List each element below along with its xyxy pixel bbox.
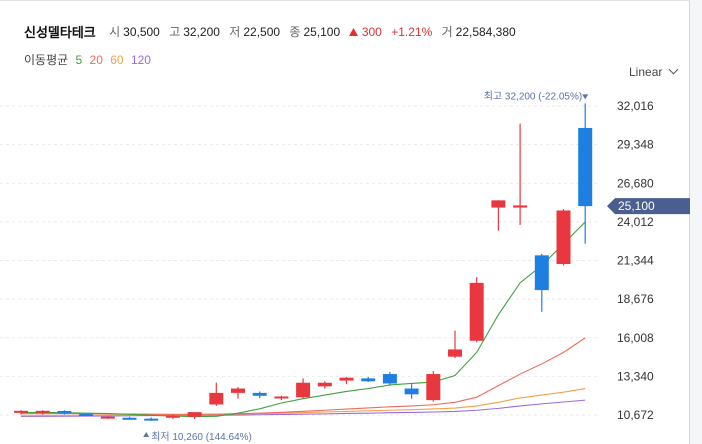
candle-body [122,417,137,420]
candle-body [79,414,94,417]
current-price-label: 25,100 [618,199,655,213]
candle-body [491,200,506,208]
candle-body [209,392,224,405]
ma-period-120: 120 [130,53,151,67]
high-annotation: 최고 32,200 (-22.05%) [484,90,582,102]
candle-body [578,127,593,207]
candle-body [556,210,571,265]
y-tick-label: 24,012 [617,215,654,229]
y-tick-label: 26,680 [617,176,654,190]
candle-body [382,374,397,384]
volume-label: 거 [441,25,453,39]
ma120-line [20,399,586,418]
current-price-tag [607,198,690,215]
low-label: 저 [229,25,241,39]
ma-period-20: 20 [89,53,103,67]
candle-body [317,382,332,387]
candle-body [165,415,180,418]
scrollbar-gutter[interactable] [690,0,702,444]
open-label: 시 [109,25,121,39]
high-value: 32,200 [183,24,220,39]
close-value: 25,100 [303,24,341,39]
up-triangle-icon [349,28,359,37]
ma-period-5: 5 [75,53,83,67]
close-label: 종 [289,25,301,39]
ma-period-60: 60 [110,53,124,67]
candle-body [144,418,159,421]
candle-body [274,396,289,399]
open-value: 30,500 [123,24,160,39]
candle-body [339,377,354,381]
high-label: 고 [169,25,181,39]
change-percent: +1.21% [391,24,433,39]
candle-body [14,410,28,413]
candle-body [187,412,202,417]
moving-average-legend: 이동평균 5 20 60 120 [24,51,155,68]
candle-body [426,374,441,401]
change-block: 300 [349,24,382,39]
ma60-line [20,387,586,417]
candle-body [296,382,311,398]
low-value: 22,500 [243,24,281,39]
candle-body [513,205,528,208]
y-tick-label: 13,340 [617,369,654,383]
candle-body [231,388,245,393]
low-marker-icon [143,431,150,437]
change-value: 300 [361,24,382,39]
top-divider [0,0,690,1]
candle-body [252,392,267,396]
candle-body [534,255,549,291]
candle-body [448,349,462,357]
candle-body [57,410,72,414]
y-tick-label: 10,672 [617,408,654,422]
y-tick-label: 21,344 [617,254,654,268]
volume-value: 22,584,380 [455,24,516,39]
y-tick-label: 18,676 [617,292,654,306]
y-tick-label: 32,016 [617,99,654,113]
candle-body [100,416,115,419]
stock-name: 신성델타테크 [24,25,96,40]
moving-average-title: 이동평균 [24,53,69,67]
candle-body [469,282,484,341]
y-tick-label: 29,348 [617,138,654,152]
scale-selector[interactable]: Linear [629,64,679,79]
price-summary: 신성델타테크 시 30,500 고 32,200 저 22,500 종 25,100 3… [24,22,522,41]
candle-body [404,388,419,395]
scale-label: Linear [629,65,663,79]
high-marker-icon [582,94,589,100]
candle-body [361,378,376,382]
candle-body [35,410,50,413]
y-tick-label: 16,008 [617,331,654,345]
low-annotation: 최저 10,260 (144.64%) [151,431,252,443]
